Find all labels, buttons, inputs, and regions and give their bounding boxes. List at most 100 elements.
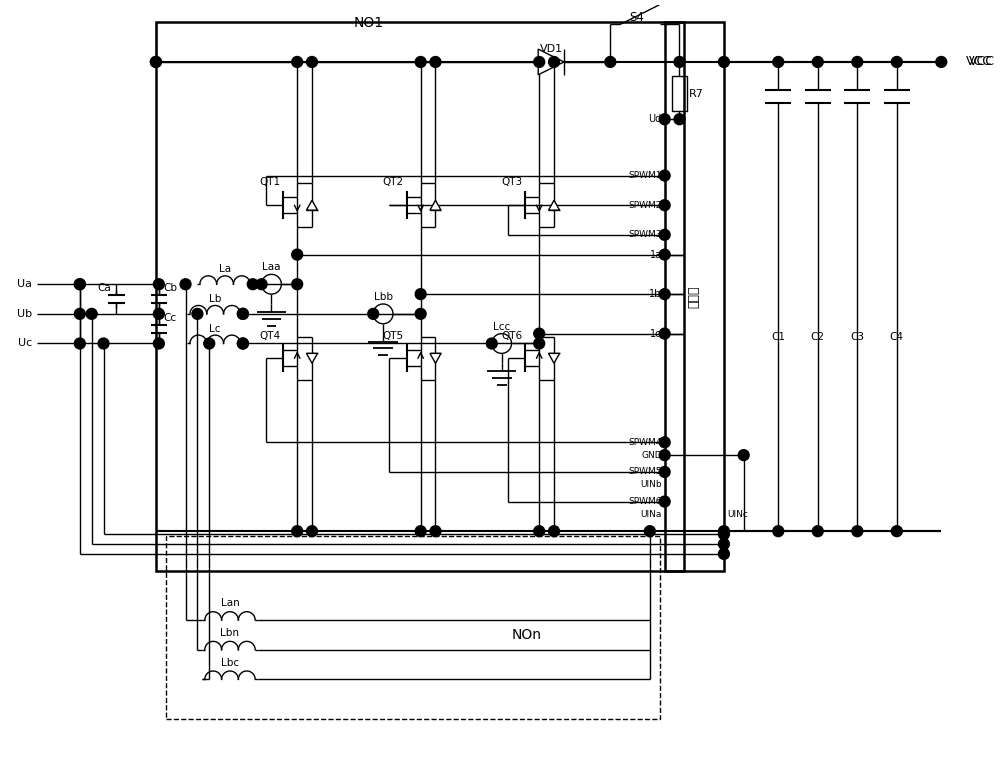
Circle shape bbox=[415, 57, 426, 68]
Text: UINa: UINa bbox=[640, 510, 662, 519]
Polygon shape bbox=[430, 353, 441, 363]
Text: QT4: QT4 bbox=[259, 330, 280, 340]
Text: La: La bbox=[219, 264, 231, 274]
Circle shape bbox=[415, 289, 426, 300]
Circle shape bbox=[153, 338, 164, 349]
Circle shape bbox=[368, 309, 379, 319]
Text: C4: C4 bbox=[890, 332, 904, 342]
Circle shape bbox=[430, 526, 441, 537]
Circle shape bbox=[773, 57, 784, 68]
Circle shape bbox=[237, 309, 248, 319]
Bar bbox=[156, 22, 684, 571]
Circle shape bbox=[644, 526, 655, 537]
Text: Lbb: Lbb bbox=[374, 292, 393, 302]
Circle shape bbox=[659, 437, 670, 448]
Text: SPWM5: SPWM5 bbox=[628, 468, 662, 476]
Text: VD1: VD1 bbox=[539, 44, 563, 54]
Text: GND: GND bbox=[641, 451, 662, 459]
Circle shape bbox=[256, 279, 267, 290]
Circle shape bbox=[812, 526, 823, 537]
Circle shape bbox=[891, 57, 902, 68]
Circle shape bbox=[719, 528, 729, 540]
Text: Lb: Lb bbox=[209, 294, 221, 304]
Text: VCC: VCC bbox=[966, 55, 992, 68]
Circle shape bbox=[659, 466, 670, 478]
Circle shape bbox=[659, 450, 670, 461]
Text: R7: R7 bbox=[689, 88, 704, 98]
Circle shape bbox=[153, 309, 164, 319]
Text: 控制板: 控制板 bbox=[688, 286, 701, 308]
Text: VCC: VCC bbox=[969, 55, 995, 68]
Text: Lc: Lc bbox=[209, 323, 221, 333]
Text: QT6: QT6 bbox=[501, 330, 522, 340]
Circle shape bbox=[86, 309, 97, 319]
Bar bbox=[665, 22, 724, 571]
Circle shape bbox=[247, 279, 258, 290]
Circle shape bbox=[307, 526, 317, 537]
Text: Lbc: Lbc bbox=[221, 657, 239, 667]
Circle shape bbox=[307, 57, 317, 68]
Circle shape bbox=[486, 338, 497, 349]
Text: SPWM4: SPWM4 bbox=[628, 438, 662, 447]
Text: QT1: QT1 bbox=[259, 177, 280, 187]
Circle shape bbox=[74, 279, 85, 290]
Circle shape bbox=[773, 526, 784, 537]
Text: UINb: UINb bbox=[640, 480, 662, 489]
Text: 1c: 1c bbox=[650, 329, 662, 339]
Text: Ub: Ub bbox=[17, 309, 32, 319]
Text: C2: C2 bbox=[811, 332, 825, 342]
Circle shape bbox=[534, 338, 545, 349]
Circle shape bbox=[237, 338, 248, 349]
Circle shape bbox=[659, 200, 670, 210]
Text: Ca: Ca bbox=[98, 283, 111, 293]
Circle shape bbox=[659, 496, 670, 507]
Circle shape bbox=[150, 57, 161, 68]
Text: QT2: QT2 bbox=[382, 177, 404, 187]
Circle shape bbox=[74, 338, 85, 349]
Circle shape bbox=[852, 57, 863, 68]
Circle shape bbox=[534, 526, 545, 537]
Circle shape bbox=[292, 526, 303, 537]
Text: Ua: Ua bbox=[17, 280, 32, 290]
Text: QT3: QT3 bbox=[501, 177, 522, 187]
Circle shape bbox=[659, 289, 670, 300]
Circle shape bbox=[659, 249, 670, 260]
Polygon shape bbox=[538, 49, 564, 74]
Circle shape bbox=[292, 279, 303, 290]
Circle shape bbox=[74, 279, 85, 290]
Circle shape bbox=[659, 170, 670, 181]
Circle shape bbox=[237, 338, 248, 349]
Text: NO1: NO1 bbox=[353, 16, 383, 31]
Circle shape bbox=[605, 57, 616, 68]
Circle shape bbox=[180, 279, 191, 290]
Circle shape bbox=[852, 526, 863, 537]
Circle shape bbox=[549, 57, 559, 68]
Text: Lan: Lan bbox=[221, 598, 239, 608]
Text: 1b: 1b bbox=[649, 289, 662, 299]
Circle shape bbox=[674, 114, 685, 124]
Circle shape bbox=[415, 526, 426, 537]
Circle shape bbox=[674, 57, 685, 68]
Circle shape bbox=[719, 548, 729, 559]
Circle shape bbox=[812, 57, 823, 68]
Bar bbox=[166, 536, 660, 719]
Circle shape bbox=[549, 526, 559, 537]
Circle shape bbox=[98, 338, 109, 349]
Text: Laa: Laa bbox=[262, 263, 281, 273]
Polygon shape bbox=[548, 200, 560, 210]
Circle shape bbox=[430, 57, 441, 68]
Text: SPWM3: SPWM3 bbox=[628, 230, 662, 240]
Text: SPWM1: SPWM1 bbox=[628, 171, 662, 180]
Circle shape bbox=[292, 57, 303, 68]
Circle shape bbox=[192, 309, 203, 319]
Text: Uc: Uc bbox=[18, 339, 32, 349]
Circle shape bbox=[659, 114, 670, 124]
Circle shape bbox=[534, 57, 545, 68]
Text: 1a: 1a bbox=[650, 250, 662, 260]
Circle shape bbox=[719, 538, 729, 549]
Text: SPWM2: SPWM2 bbox=[628, 200, 662, 210]
Polygon shape bbox=[306, 353, 318, 363]
Text: Ud: Ud bbox=[648, 114, 662, 124]
Text: Cb: Cb bbox=[164, 283, 178, 293]
Circle shape bbox=[74, 309, 85, 319]
